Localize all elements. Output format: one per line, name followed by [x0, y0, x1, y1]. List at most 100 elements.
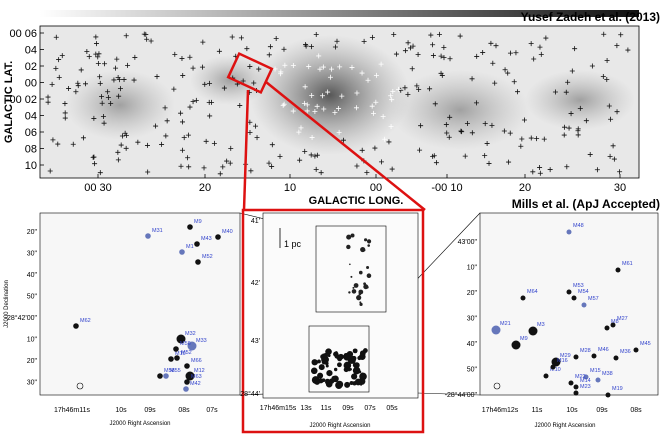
source-marker	[179, 119, 185, 125]
source-marker	[116, 77, 122, 83]
source-marker	[339, 93, 345, 99]
source-marker	[93, 34, 99, 40]
source-marker	[537, 165, 543, 171]
right-y-ticks: 43'00" 10" 20" 30" 40" 50" -28°44'00"	[445, 239, 478, 399]
source-marker	[614, 43, 620, 49]
mid-y-tick-label: 42'	[251, 280, 260, 287]
source-marker	[543, 35, 549, 41]
source-marker	[594, 167, 600, 173]
source-label: M63	[191, 374, 202, 380]
source-core	[528, 326, 538, 336]
emission-clump	[363, 249, 366, 252]
emission-clump	[323, 353, 329, 359]
emission-clump	[333, 367, 338, 372]
source-marker	[473, 100, 479, 106]
source-marker	[515, 89, 521, 95]
source-marker	[618, 32, 624, 38]
emission-clump	[357, 355, 362, 361]
source-label: M61	[622, 261, 633, 267]
right-x-tick-label: 09s	[596, 407, 608, 414]
source-marker	[122, 130, 128, 136]
source-marker	[589, 63, 595, 69]
emission-clump	[351, 361, 355, 364]
source-marker	[313, 166, 319, 172]
source-marker	[353, 105, 359, 111]
top-y-tick-label: 06	[25, 127, 37, 139]
source-marker	[430, 53, 436, 59]
source-marker	[144, 142, 150, 148]
source-marker	[179, 56, 185, 62]
source-marker	[135, 139, 141, 145]
source-marker	[414, 83, 420, 89]
source-marker	[319, 93, 325, 99]
emission-clump	[331, 375, 337, 381]
source-core	[168, 356, 174, 362]
source-marker	[266, 160, 272, 166]
source-label: M43	[201, 236, 212, 242]
source-label: M16	[557, 358, 568, 364]
source-marker	[459, 129, 465, 135]
source-marker	[575, 128, 581, 134]
right-credit: Mills et al. (ApJ Accepted)	[512, 197, 660, 211]
source-marker	[364, 170, 370, 176]
source-marker	[115, 74, 121, 80]
emission-clump	[349, 380, 354, 385]
left-x-tick-label: 10s	[115, 407, 127, 414]
source-marker	[97, 170, 103, 176]
source-marker	[316, 53, 322, 59]
right-x-ticks: 17h46m12s 11s 10s 09s 08s	[482, 407, 642, 414]
emission-clump	[349, 263, 351, 266]
source-marker	[359, 70, 365, 76]
source-label: M38	[602, 371, 613, 377]
source-core	[551, 357, 561, 367]
source-marker	[159, 141, 165, 147]
source-marker	[171, 86, 177, 92]
source-marker	[462, 153, 468, 159]
source-core	[571, 295, 577, 301]
source-marker	[332, 110, 338, 116]
source-label: M57	[588, 296, 599, 302]
source-marker	[327, 74, 333, 80]
source-label: M52	[202, 254, 213, 260]
top-ylabel: GALACTIC LAT.	[3, 61, 15, 143]
mid-y-tick-label: 43'	[251, 338, 260, 345]
source-marker	[247, 119, 253, 125]
source-marker	[489, 122, 495, 128]
source-marker	[321, 106, 327, 112]
source-marker	[200, 39, 206, 45]
source-marker	[290, 62, 296, 68]
top-x-tick-label: 10	[284, 182, 296, 194]
source-marker	[178, 110, 184, 116]
source-marker	[179, 147, 185, 153]
source-marker	[405, 40, 411, 46]
source-marker	[277, 153, 283, 159]
source-marker	[600, 74, 606, 80]
source-marker	[458, 128, 464, 134]
source-marker	[410, 43, 416, 49]
source-marker	[490, 60, 496, 66]
source-label: M40	[222, 229, 233, 235]
source-label: M42	[190, 381, 201, 387]
left-y-tick-label: 50"	[27, 294, 38, 301]
source-label: M21	[500, 321, 511, 327]
source-marker	[97, 74, 103, 80]
source-marker	[131, 77, 137, 83]
source-label: M8	[611, 319, 619, 325]
source-marker	[86, 54, 92, 60]
source-marker	[240, 78, 246, 84]
source-marker	[443, 122, 449, 128]
emission-clump	[364, 238, 368, 242]
emission-clump	[347, 367, 351, 372]
source-marker	[336, 129, 342, 135]
source-marker	[379, 159, 385, 165]
source-marker	[53, 65, 59, 71]
scale-label: 1 pc	[284, 239, 302, 249]
source-marker	[78, 67, 84, 73]
source-marker	[190, 99, 196, 105]
connector-right	[265, 81, 426, 211]
source-marker	[117, 86, 123, 92]
emission-clump	[358, 289, 364, 295]
